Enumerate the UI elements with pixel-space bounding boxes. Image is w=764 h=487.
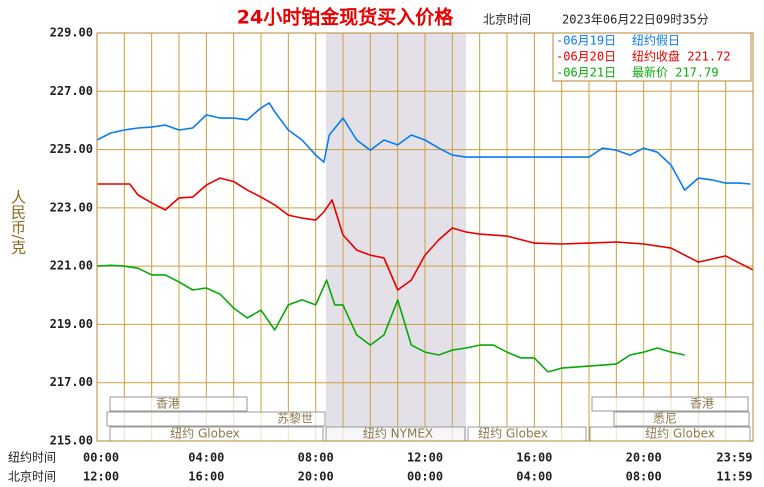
session-label: 纽约 Globex [170, 426, 240, 441]
series-line [97, 177, 754, 291]
session-label: 香港 [156, 397, 180, 411]
chart-title: 24小时铂金现货买入价格 [237, 6, 454, 29]
legend-label: -06月20日 [556, 50, 616, 64]
x-tick-label: 08:00 [626, 470, 662, 484]
legend: -06月19日 纽约假日 -06月20日 纽约收盘 221.72 -06月21日 最新价 … [552, 32, 752, 82]
session-label: 纽约 Globex [645, 426, 715, 441]
session-label: 悉尼 [653, 412, 677, 426]
x-row-label: 纽约时间 [8, 450, 56, 465]
x-tick-label: 00:00 [83, 451, 119, 465]
session-bar [613, 411, 750, 427]
y-tick-label: 215.00 [50, 434, 93, 448]
y-tick-label: 219.00 [50, 317, 93, 331]
x-tick-label: 11:59 [716, 470, 752, 484]
nymex-shade [326, 33, 466, 441]
x-tick-label: 12:00 [83, 470, 119, 484]
session-label: 纽约 Globex [478, 426, 548, 441]
plot-frame [96, 32, 754, 442]
legend-label: -06月21日 [556, 66, 616, 80]
session-bar [106, 411, 326, 427]
x-row-label: 北京时间 [8, 470, 56, 484]
session-label: 香港 [690, 397, 714, 411]
legend-note: 最新价 217.79 [632, 65, 719, 80]
legend-note: 纽约收盘 221.72 [632, 49, 731, 64]
session-label: 纽约 NYMEX [363, 426, 433, 441]
y-tick-label: 227.00 [50, 84, 93, 98]
x-tick-label: 08:00 [298, 451, 334, 465]
legend-label: -06月19日 [556, 34, 616, 48]
x-tick-label: 16:00 [516, 451, 552, 465]
time-zone: 北京时间 [483, 13, 531, 27]
session-bar [109, 396, 248, 412]
session-label: 苏黎世 [277, 412, 313, 426]
y-tick-label: 223.00 [50, 200, 93, 214]
x-tick-label: 04:00 [188, 451, 224, 465]
x-tick-label: 12:00 [407, 451, 443, 465]
x-tick-label: 20:00 [298, 470, 334, 484]
x-tick-label: 23:59 [716, 451, 752, 465]
x-tick-label: 04:00 [516, 470, 552, 484]
y-axis-label: 人民币/克 [9, 189, 27, 255]
legend-note: 纽约假日 [632, 33, 680, 48]
timestamp: 2023年06月22日09时35分 [562, 13, 709, 27]
y-tick-label: 217.00 [50, 375, 93, 389]
lines [96, 102, 754, 373]
session-bar [591, 396, 749, 412]
x-tick-label: 16:00 [188, 470, 224, 484]
series-line [96, 102, 751, 191]
y-tick-label: 221.00 [50, 259, 93, 273]
x-tick-label: 00:00 [407, 470, 443, 484]
series-line [96, 264, 685, 373]
legend-box [552, 32, 752, 82]
y-tick-label: 225.00 [50, 142, 93, 156]
x-tick-label: 20:00 [626, 451, 662, 465]
y-tick-label: 229.00 [50, 26, 93, 40]
